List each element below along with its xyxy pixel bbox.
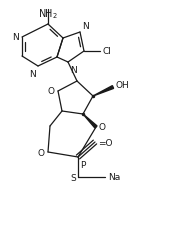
- Text: N: N: [12, 33, 19, 42]
- Text: Cl: Cl: [103, 47, 112, 56]
- Text: =O: =O: [98, 138, 112, 147]
- Polygon shape: [83, 115, 97, 128]
- Text: Na: Na: [108, 173, 120, 182]
- Text: O: O: [47, 87, 54, 96]
- Text: N: N: [29, 70, 36, 79]
- Text: OH: OH: [116, 81, 130, 90]
- Text: O: O: [99, 123, 106, 132]
- Text: S: S: [70, 174, 76, 183]
- Text: P: P: [80, 160, 85, 169]
- Text: NH$_2$: NH$_2$: [38, 7, 58, 21]
- Text: N: N: [70, 66, 77, 75]
- Text: O: O: [37, 148, 44, 157]
- Polygon shape: [93, 86, 114, 97]
- Text: N: N: [82, 22, 89, 31]
